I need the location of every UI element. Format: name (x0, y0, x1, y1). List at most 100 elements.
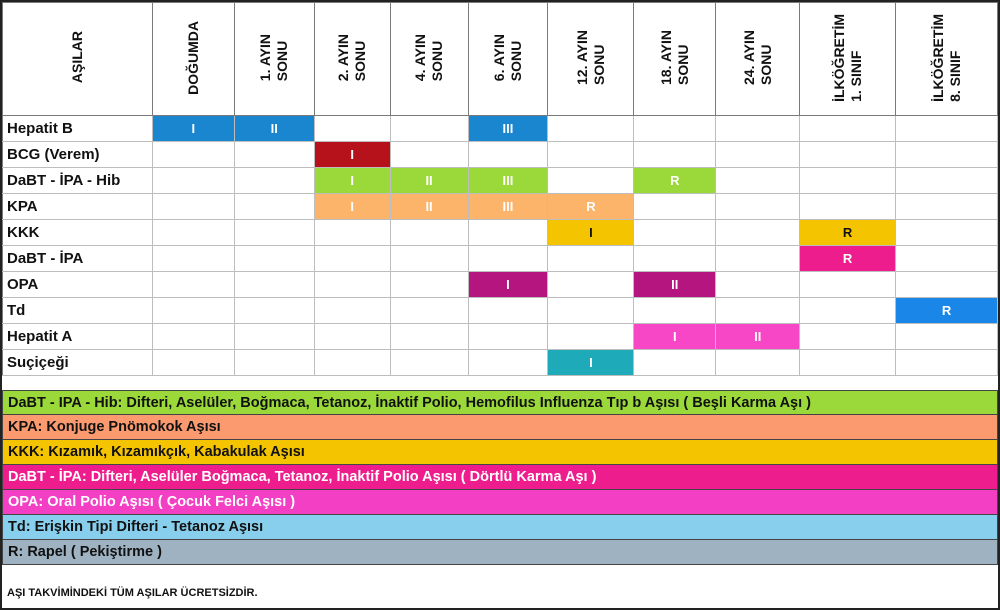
empty-cell (633, 141, 717, 168)
empty-cell (233, 167, 315, 194)
empty-cell (633, 115, 717, 142)
empty-cell (233, 193, 315, 220)
empty-cell (895, 323, 998, 350)
empty-cell (895, 219, 998, 246)
vaccine-row: Td R (2, 297, 998, 324)
empty-cell (151, 167, 235, 194)
empty-cell (313, 297, 391, 324)
empty-cell (633, 349, 717, 376)
empty-cell (799, 297, 897, 324)
empty-cell (389, 349, 469, 376)
vaccine-name: KKK (2, 219, 153, 246)
empty-cell (151, 349, 235, 376)
footer-note: AŞI TAKVİMİNDEKİ TÜM AŞILAR ÜCRETSİZDİR. (7, 587, 258, 599)
dose-cell: I (313, 167, 391, 194)
empty-cell (633, 245, 717, 272)
empty-cell (715, 219, 801, 246)
empty-cell (547, 271, 635, 298)
empty-cell (313, 271, 391, 298)
empty-cell (799, 115, 897, 142)
empty-cell (799, 167, 897, 194)
empty-cell (633, 297, 717, 324)
legend: DaBT - IPA - Hib: Difteri, Aselüler, Boğ… (2, 390, 998, 565)
dose-cell: R (895, 297, 998, 324)
header-row: AŞILAR DOĞUMDA 1. AYIN SONU 2. AYIN SONU… (2, 2, 998, 116)
dose-cell: I (547, 219, 635, 246)
vaccine-row: KKK I R (2, 219, 998, 246)
empty-cell (313, 115, 391, 142)
header-grade-8: İLKÖĞRETİM 8. SINIF (895, 2, 998, 116)
empty-cell (389, 323, 469, 350)
vaccine-name: Td (2, 297, 153, 324)
empty-cell (895, 167, 998, 194)
empty-cell (799, 141, 897, 168)
legend-item: DaBT - İPA: Difteri, Aselüler Boğmaca, T… (2, 465, 998, 490)
vaccine-row: KPA I II III R (2, 193, 998, 220)
vaccine-row: Hepatit A I II (2, 323, 998, 350)
dose-cell: II (633, 271, 717, 298)
empty-cell (715, 141, 801, 168)
header-vaccines: AŞILAR (2, 2, 153, 116)
empty-cell (467, 297, 549, 324)
vaccine-row: Suçiçeği I (2, 349, 998, 376)
legend-item: DaBT - IPA - Hib: Difteri, Aselüler, Boğ… (2, 390, 998, 415)
empty-cell (151, 245, 235, 272)
empty-cell (547, 141, 635, 168)
empty-cell (547, 245, 635, 272)
vaccine-row: OPA I II (2, 271, 998, 298)
vaccine-name: DaBT - İPA - Hib (2, 167, 153, 194)
dose-cell: R (799, 245, 897, 272)
empty-cell (799, 193, 897, 220)
empty-cell (895, 115, 998, 142)
legend-item: OPA: Oral Polio Aşısı ( Çocuk Felci Aşıs… (2, 490, 998, 515)
dose-cell: I (313, 193, 391, 220)
vaccine-name: DaBT - İPA (2, 245, 153, 272)
dose-cell: R (633, 167, 717, 194)
dose-cell: I (547, 349, 635, 376)
empty-cell (151, 141, 235, 168)
dose-cell: I (633, 323, 717, 350)
vaccine-name: KPA (2, 193, 153, 220)
empty-cell (799, 271, 897, 298)
empty-cell (467, 245, 549, 272)
empty-cell (547, 167, 635, 194)
vaccine-name: BCG (Verem) (2, 141, 153, 168)
empty-cell (233, 297, 315, 324)
dose-cell: II (233, 115, 315, 142)
empty-cell (151, 323, 235, 350)
vaccine-name: OPA (2, 271, 153, 298)
empty-cell (389, 271, 469, 298)
header-month-6: 6. AYIN SONU (467, 2, 549, 116)
header-month-1: 1. AYIN SONU (233, 2, 315, 116)
dose-cell: R (799, 219, 897, 246)
empty-cell (389, 141, 469, 168)
empty-cell (715, 245, 801, 272)
empty-cell (467, 219, 549, 246)
empty-cell (389, 115, 469, 142)
empty-cell (313, 349, 391, 376)
empty-cell (233, 271, 315, 298)
empty-cell (715, 167, 801, 194)
header-month-12: 12. AYIN SONU (547, 2, 635, 116)
empty-cell (313, 245, 391, 272)
empty-cell (895, 349, 998, 376)
empty-cell (389, 219, 469, 246)
empty-cell (715, 271, 801, 298)
header-at-birth: DOĞUMDA (151, 2, 235, 116)
legend-item: KPA: Konjuge Pnömokok Aşısı (2, 415, 998, 440)
empty-cell (467, 349, 549, 376)
header-month-2: 2. AYIN SONU (313, 2, 391, 116)
vaccine-row: DaBT - İPA - Hib I II III R (2, 167, 998, 194)
empty-cell (233, 219, 315, 246)
dose-cell: I (467, 271, 549, 298)
vaccine-row: DaBT - İPA R (2, 245, 998, 272)
vaccine-row: BCG (Verem) I (2, 141, 998, 168)
empty-cell (313, 323, 391, 350)
empty-cell (467, 141, 549, 168)
empty-cell (467, 323, 549, 350)
empty-cell (313, 219, 391, 246)
dose-cell: R (547, 193, 635, 220)
empty-cell (233, 349, 315, 376)
vaccine-schedule-table: AŞILAR DOĞUMDA 1. AYIN SONU 2. AYIN SONU… (2, 2, 998, 376)
